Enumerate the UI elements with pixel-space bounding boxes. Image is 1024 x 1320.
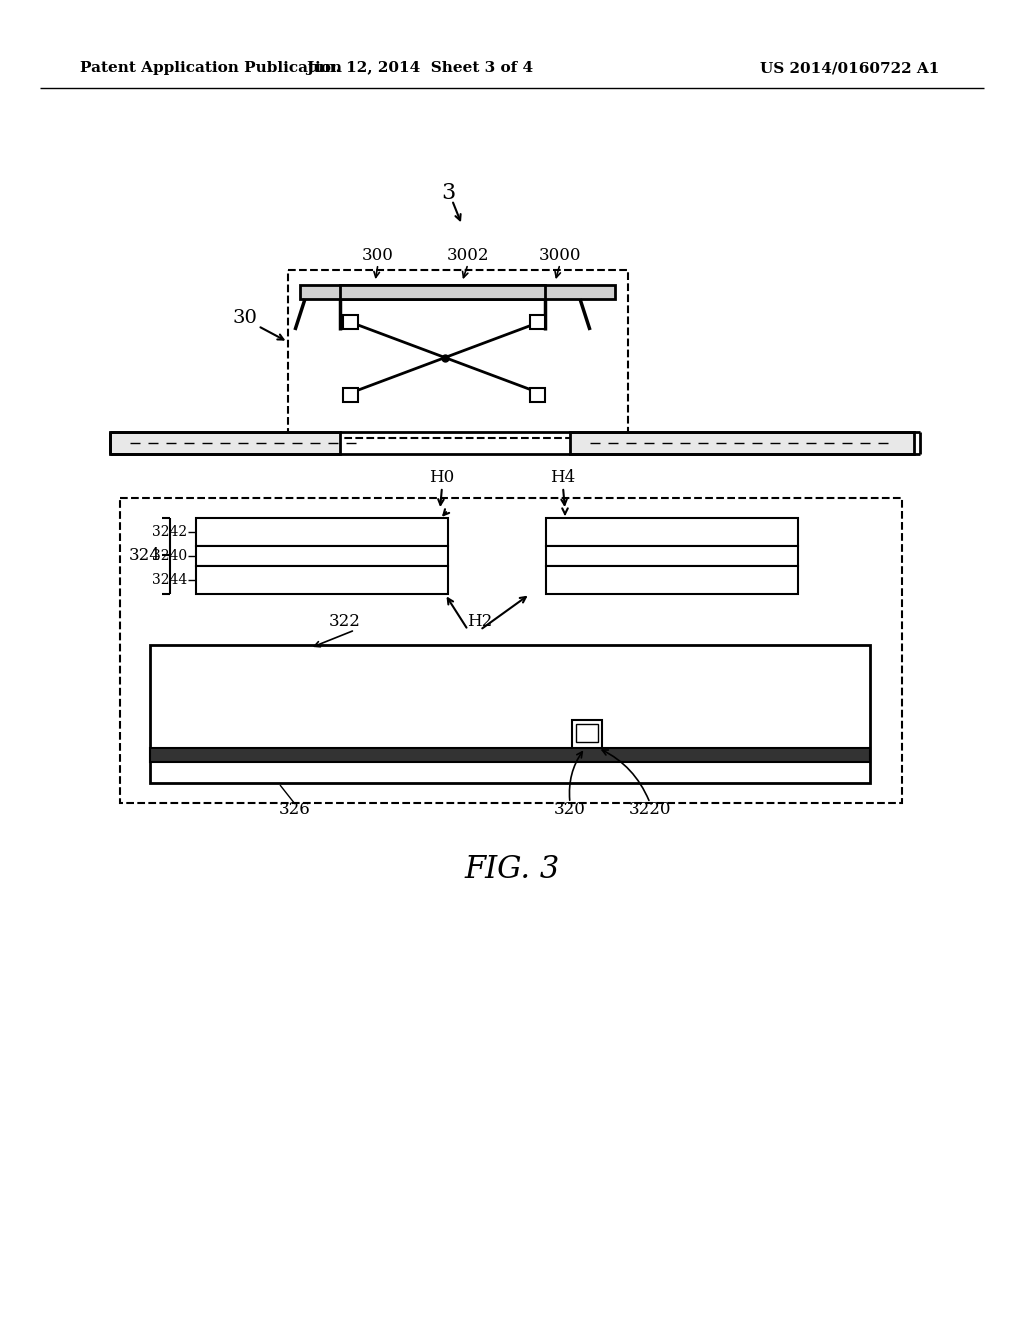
Bar (570, 432, 914, 454)
Bar (196, 546, 449, 566)
Bar (546, 517, 798, 546)
Bar (530, 388, 545, 403)
Text: 3242: 3242 (152, 525, 187, 539)
Text: 300: 300 (362, 247, 394, 264)
Text: 324: 324 (129, 546, 161, 564)
Text: US 2014/0160722 A1: US 2014/0160722 A1 (760, 61, 939, 75)
Text: 3244: 3244 (152, 573, 187, 587)
Text: H2: H2 (467, 614, 493, 631)
Text: H4: H4 (550, 470, 575, 487)
Text: FIG. 3: FIG. 3 (464, 854, 560, 886)
Bar (150, 645, 870, 783)
Text: 3220: 3220 (629, 801, 672, 818)
Text: 320: 320 (554, 801, 586, 818)
Bar (196, 566, 449, 594)
Text: 3002: 3002 (446, 247, 489, 264)
Bar (300, 285, 615, 300)
Text: 3000: 3000 (539, 247, 582, 264)
Bar (110, 432, 340, 454)
Bar (196, 517, 449, 546)
Bar (340, 285, 545, 300)
Text: 326: 326 (280, 801, 311, 818)
Bar (343, 388, 358, 403)
Text: H0: H0 (429, 470, 455, 487)
Text: Jun. 12, 2014  Sheet 3 of 4: Jun. 12, 2014 Sheet 3 of 4 (306, 61, 534, 75)
Text: 30: 30 (232, 309, 257, 327)
Text: 3: 3 (441, 182, 455, 205)
Bar (572, 719, 602, 748)
Bar (150, 748, 870, 762)
Bar (288, 271, 628, 438)
Bar (575, 723, 598, 742)
Bar (530, 315, 545, 329)
Bar (343, 315, 358, 329)
Text: 3240: 3240 (152, 549, 187, 564)
Bar (120, 498, 902, 803)
Bar (546, 566, 798, 594)
Text: Patent Application Publication: Patent Application Publication (80, 61, 342, 75)
Bar (546, 546, 798, 566)
Text: 322: 322 (329, 614, 360, 631)
Text: 32: 32 (187, 440, 212, 457)
